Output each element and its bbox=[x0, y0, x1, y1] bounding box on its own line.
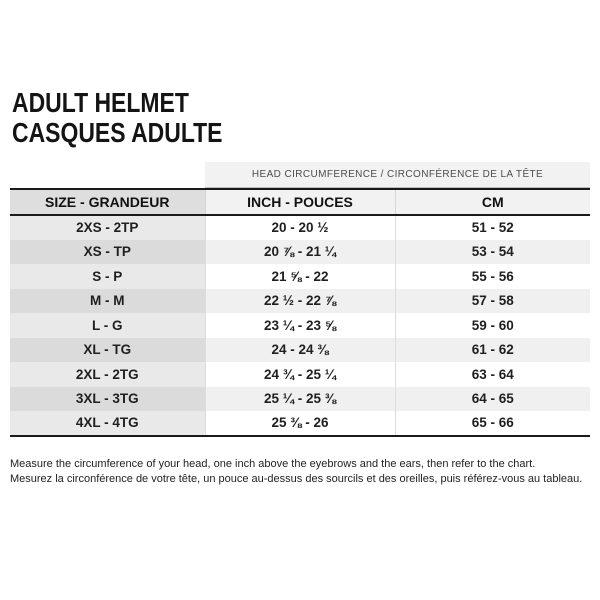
table-row: L - G 23 ¼ - 23 ⅝ 59 - 60 bbox=[10, 313, 590, 338]
cm-cell: 53 - 54 bbox=[394, 239, 590, 264]
size-cell: XL - TG bbox=[10, 337, 205, 362]
column-header-cm: CM bbox=[394, 189, 590, 216]
band-spacer bbox=[10, 162, 205, 188]
size-cell: XS - TP bbox=[10, 239, 205, 264]
size-cell: L - G bbox=[10, 313, 205, 338]
head-circumference-band: HEAD CIRCUMFERENCE / CIRCONFÉRENCE DE LA… bbox=[205, 162, 590, 188]
size-table: HEAD CIRCUMFERENCE / CIRCONFÉRENCE DE LA… bbox=[10, 162, 590, 437]
size-table-grid: SIZE - GRANDEUR INCH - POUCES CM 2XS - 2… bbox=[10, 188, 590, 437]
table-row: XS - TP 20 ⅞ - 21 ¼ 53 - 54 bbox=[10, 239, 590, 264]
inch-cell: 24 ¾ - 25 ¼ bbox=[204, 362, 395, 387]
size-table-body: 2XS - 2TP 20 - 20 ½ 51 - 52 XS - TP 20 ⅞ - 2… bbox=[10, 215, 590, 436]
inch-cell: 20 - 20 ½ bbox=[204, 215, 395, 240]
header-row: SIZE - GRANDEUR INCH - POUCES CM bbox=[10, 189, 590, 216]
cm-cell: 51 - 52 bbox=[394, 215, 590, 240]
size-cell: 4XL - 4TG bbox=[10, 411, 205, 436]
table-row: 2XL - 2TG 24 ¾ - 25 ¼ 63 - 64 bbox=[10, 362, 590, 387]
inch-cell: 23 ¼ - 23 ⅝ bbox=[204, 313, 395, 338]
inch-cell: 20 ⅞ - 21 ¼ bbox=[204, 239, 395, 264]
size-cell: S - P bbox=[10, 264, 205, 289]
cm-cell: 64 - 65 bbox=[394, 386, 590, 411]
table-row: XL - TG 24 - 24 ⅜ 61 - 62 bbox=[10, 337, 590, 362]
inch-cell: 25 ⅜ - 26 bbox=[204, 411, 395, 436]
cm-cell: 57 - 58 bbox=[394, 288, 590, 313]
page-title-line-2: CASQUES ADULTE bbox=[12, 117, 223, 148]
head-circumference-band-row: HEAD CIRCUMFERENCE / CIRCONFÉRENCE DE LA… bbox=[10, 162, 590, 188]
table-row: 3XL - 3TG 25 ¼ - 25 ⅜ 64 - 65 bbox=[10, 386, 590, 411]
size-cell: 3XL - 3TG bbox=[10, 386, 205, 411]
column-header-inch: INCH - POUCES bbox=[204, 189, 395, 216]
page-title: ADULT HELMET CASQUES ADULTE bbox=[12, 88, 269, 148]
column-header-size: SIZE - GRANDEUR bbox=[10, 189, 205, 216]
inch-cell: 24 - 24 ⅜ bbox=[204, 337, 395, 362]
inch-cell: 22 ½ - 22 ⅞ bbox=[204, 288, 395, 313]
inch-cell: 25 ¼ - 25 ⅜ bbox=[204, 386, 395, 411]
inch-cell: 21 ⅝ - 22 bbox=[204, 264, 395, 289]
table-row: M - M 22 ½ - 22 ⅞ 57 - 58 bbox=[10, 288, 590, 313]
measure-instructions: Measure the circumference of your head, … bbox=[10, 457, 590, 486]
size-cell: 2XL - 2TG bbox=[10, 362, 205, 387]
table-row: 2XS - 2TP 20 - 20 ½ 51 - 52 bbox=[10, 215, 590, 240]
cm-cell: 65 - 66 bbox=[394, 411, 590, 436]
page-title-line-1: ADULT HELMET bbox=[12, 87, 189, 118]
cm-cell: 63 - 64 bbox=[394, 362, 590, 387]
size-cell: M - M bbox=[10, 288, 205, 313]
measure-instructions-fr: Mesurez la circonférence de votre tête, … bbox=[10, 472, 583, 485]
cm-cell: 55 - 56 bbox=[394, 264, 590, 289]
measure-instructions-en: Measure the circumference of your head, … bbox=[10, 458, 536, 470]
cm-cell: 59 - 60 bbox=[394, 313, 590, 338]
table-row: S - P 21 ⅝ - 22 55 - 56 bbox=[10, 264, 590, 289]
table-row: 4XL - 4TG 25 ⅜ - 26 65 - 66 bbox=[10, 411, 590, 436]
cm-cell: 61 - 62 bbox=[394, 337, 590, 362]
size-cell: 2XS - 2TP bbox=[10, 215, 205, 240]
